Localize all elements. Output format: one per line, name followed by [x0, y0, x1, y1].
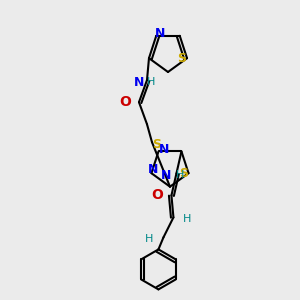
Text: N: N: [134, 76, 144, 89]
Text: S: S: [178, 52, 187, 65]
Text: N: N: [159, 143, 170, 156]
Text: S: S: [179, 167, 188, 180]
Text: S: S: [152, 138, 161, 151]
Text: H: H: [147, 77, 155, 87]
Text: H: H: [183, 214, 192, 224]
Text: N: N: [148, 163, 159, 176]
Text: N: N: [155, 27, 165, 40]
Text: O: O: [152, 188, 164, 203]
Text: O: O: [119, 95, 131, 109]
Text: H: H: [145, 234, 154, 244]
Text: N: N: [161, 169, 172, 182]
Text: H: H: [176, 170, 184, 180]
